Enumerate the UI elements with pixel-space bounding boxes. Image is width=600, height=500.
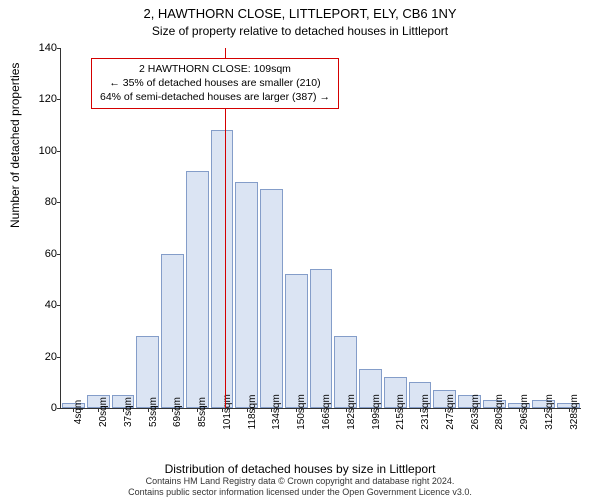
- annotation-line: 64% of semi-detached houses are larger (…: [100, 90, 330, 104]
- x-tick-mark: [222, 408, 223, 412]
- y-tick-label: 60: [45, 248, 57, 260]
- x-tick-mark: [172, 408, 173, 412]
- x-tick-label: 20sqm: [98, 397, 109, 427]
- x-tick-mark: [544, 408, 545, 412]
- chart-title: 2, HAWTHORN CLOSE, LITTLEPORT, ELY, CB6 …: [0, 6, 600, 21]
- y-tick-mark: [57, 254, 61, 255]
- x-tick-mark: [420, 408, 421, 412]
- x-tick-mark: [321, 408, 322, 412]
- y-axis-label: Number of detached properties: [8, 63, 22, 228]
- y-tick-mark: [57, 202, 61, 203]
- x-tick-label: 53sqm: [148, 397, 159, 427]
- x-tick-mark: [296, 408, 297, 412]
- x-tick-mark: [371, 408, 372, 412]
- chart-container: 2, HAWTHORN CLOSE, LITTLEPORT, ELY, CB6 …: [0, 0, 600, 500]
- x-tick-label: 328sqm: [569, 394, 580, 430]
- y-tick-label: 140: [39, 42, 57, 54]
- x-tick-label: 101sqm: [222, 394, 233, 430]
- x-tick-label: 263sqm: [470, 394, 481, 430]
- histogram-bar: [310, 269, 333, 408]
- x-tick-mark: [494, 408, 495, 412]
- x-tick-label: 37sqm: [123, 397, 134, 427]
- x-tick-label: 69sqm: [172, 397, 183, 427]
- x-tick-label: 247sqm: [445, 394, 456, 430]
- y-tick-mark: [57, 357, 61, 358]
- annotation-line: 2 HAWTHORN CLOSE: 109sqm: [100, 62, 330, 76]
- histogram-bar: [211, 130, 234, 408]
- x-tick-label: 182sqm: [346, 394, 357, 430]
- y-tick-mark: [57, 305, 61, 306]
- x-tick-mark: [470, 408, 471, 412]
- x-tick-label: 134sqm: [271, 394, 282, 430]
- histogram-bar: [235, 182, 258, 408]
- x-tick-label: 296sqm: [519, 394, 530, 430]
- x-tick-label: 4sqm: [73, 400, 84, 424]
- x-tick-mark: [519, 408, 520, 412]
- y-tick-mark: [57, 99, 61, 100]
- x-tick-mark: [73, 408, 74, 412]
- y-tick-mark: [57, 408, 61, 409]
- x-tick-mark: [148, 408, 149, 412]
- x-tick-label: 118sqm: [247, 395, 258, 430]
- y-tick-mark: [57, 151, 61, 152]
- x-tick-label: 85sqm: [197, 397, 208, 427]
- x-tick-label: 280sqm: [494, 394, 505, 430]
- x-tick-mark: [395, 408, 396, 412]
- y-tick-label: 40: [45, 299, 57, 311]
- x-axis-label: Distribution of detached houses by size …: [0, 462, 600, 476]
- histogram-bar: [186, 171, 209, 408]
- y-tick-label: 80: [45, 196, 57, 208]
- y-tick-label: 100: [39, 145, 57, 157]
- histogram-bar: [161, 254, 184, 408]
- footer-line-1: Contains HM Land Registry data © Crown c…: [0, 476, 600, 487]
- x-tick-label: 199sqm: [371, 394, 382, 430]
- x-tick-mark: [271, 408, 272, 412]
- chart-footer: Contains HM Land Registry data © Crown c…: [0, 476, 600, 498]
- x-tick-label: 150sqm: [296, 394, 307, 430]
- y-tick-mark: [57, 48, 61, 49]
- annotation-box: 2 HAWTHORN CLOSE: 109sqm← 35% of detache…: [91, 58, 339, 109]
- x-tick-mark: [569, 408, 570, 412]
- x-tick-mark: [247, 408, 248, 412]
- x-tick-mark: [98, 408, 99, 412]
- histogram-bar: [260, 189, 283, 408]
- footer-line-2: Contains public sector information licen…: [0, 487, 600, 498]
- x-tick-mark: [346, 408, 347, 412]
- plot-area: 0204060801001201404sqm20sqm37sqm53sqm69s…: [60, 48, 581, 409]
- x-tick-mark: [123, 408, 124, 412]
- histogram-bar: [285, 274, 308, 408]
- x-tick-label: 215sqm: [395, 394, 406, 430]
- x-tick-mark: [445, 408, 446, 412]
- chart-subtitle: Size of property relative to detached ho…: [0, 24, 600, 38]
- y-tick-label: 20: [45, 351, 57, 363]
- y-tick-label: 120: [39, 93, 57, 105]
- x-tick-label: 231sqm: [420, 394, 431, 430]
- x-tick-label: 166sqm: [321, 394, 332, 430]
- x-tick-mark: [197, 408, 198, 412]
- annotation-line: ← 35% of detached houses are smaller (21…: [100, 76, 330, 90]
- x-tick-label: 312sqm: [544, 394, 555, 430]
